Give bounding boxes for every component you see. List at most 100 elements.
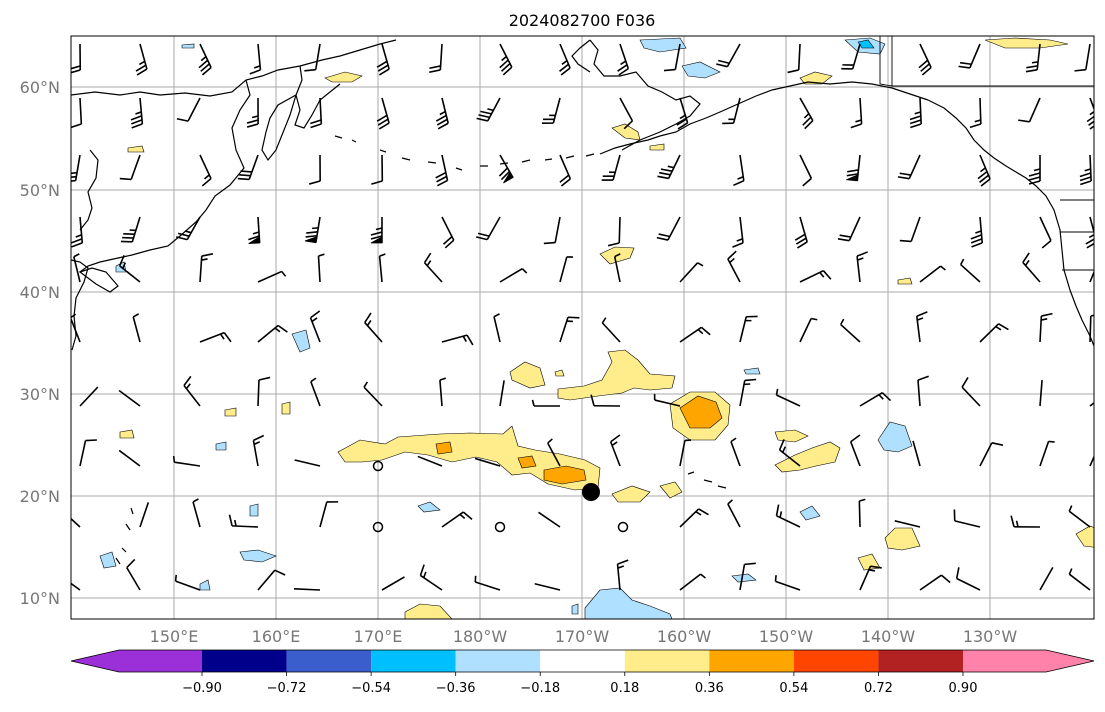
wind-barb <box>897 154 921 180</box>
wind-barb <box>308 154 321 185</box>
longitude-label: 170°E <box>354 627 403 646</box>
wind-barb <box>257 324 288 343</box>
colorbar-tick-label: −0.18 <box>520 681 560 696</box>
wind-barb <box>423 252 443 283</box>
calm-wind-circles <box>372 460 629 533</box>
wind-barb <box>248 216 261 245</box>
wind-barb <box>959 258 981 283</box>
wind-barb <box>794 216 808 249</box>
wind-barb <box>71 582 81 591</box>
wind-barb <box>252 434 265 467</box>
wind-barb <box>657 154 681 180</box>
wind-barb <box>257 569 286 591</box>
colorbar-tick-label: −0.54 <box>351 681 391 696</box>
wind-barb <box>679 439 692 467</box>
wind-barb <box>71 97 83 129</box>
wind-barb <box>363 381 383 407</box>
wind-barb <box>476 97 501 122</box>
wind-barb <box>859 565 882 591</box>
colorbar-tick-label: 0.54 <box>779 681 808 696</box>
wind-barb <box>799 269 832 283</box>
colorbar-segment <box>709 650 794 672</box>
colorbar-extend-right <box>1046 650 1094 672</box>
latitude-label: 10°N <box>20 589 60 608</box>
anomaly-contours <box>99 37 1094 619</box>
wind-barb <box>850 97 863 129</box>
wind-barb <box>493 313 501 343</box>
wind-barb <box>499 267 528 283</box>
wind-barb <box>1022 252 1041 283</box>
wind-barbs <box>71 43 1094 591</box>
longitude-label: 160°W <box>657 627 712 646</box>
positive-anomaly-region <box>119 37 1094 619</box>
wind-barb <box>429 43 443 74</box>
colorbar-tick-label: −0.72 <box>267 681 307 696</box>
wind-barb <box>722 97 741 125</box>
wind-barb <box>676 97 689 130</box>
wind-barb <box>441 334 474 346</box>
wind-barb <box>79 386 99 407</box>
colorbar-segment <box>624 650 710 672</box>
wind-barb <box>71 216 84 248</box>
colorbar-segment <box>878 650 963 672</box>
wind-barb <box>228 514 259 528</box>
wind-barb <box>310 97 323 129</box>
wind-barb <box>909 97 922 129</box>
wind-barb <box>856 251 868 283</box>
wind-barb <box>118 255 141 283</box>
wind-barb <box>1068 505 1091 528</box>
wind-barb <box>679 262 704 283</box>
wind-barb <box>616 559 629 591</box>
wind-barb <box>139 502 150 528</box>
longitude-label: 160°E <box>252 627 301 646</box>
coastline <box>71 39 1094 565</box>
wind-barb <box>474 457 501 467</box>
colorbar-segment <box>371 650 456 672</box>
wind-barb <box>1039 566 1054 591</box>
wind-barb <box>1089 401 1094 407</box>
wind-barb <box>130 97 144 129</box>
wind-barb <box>1089 270 1094 283</box>
wind-barb <box>559 256 573 283</box>
map-frame <box>70 35 1095 620</box>
colorbar-segment <box>455 650 541 672</box>
colorbar-segment <box>286 650 372 672</box>
wind-barb <box>172 455 201 467</box>
wind-barb <box>378 253 386 283</box>
wind-barb <box>198 43 212 76</box>
colorbar-segment <box>540 650 625 672</box>
wind-barb <box>559 154 572 187</box>
wind-barb <box>1039 312 1053 343</box>
colorbar-tick-label: 0.90 <box>949 681 978 696</box>
wind-barb <box>607 216 621 247</box>
wind-barb <box>294 459 321 467</box>
wind-barb <box>732 216 744 248</box>
wind-barb <box>601 154 621 181</box>
wind-barb <box>73 253 81 283</box>
wind-barb <box>1068 568 1091 591</box>
wind-barb <box>199 331 232 343</box>
colorbar-tick-label: −0.36 <box>436 681 476 696</box>
colorbar-tick-label: −0.90 <box>182 681 222 696</box>
wind-barb <box>739 315 758 343</box>
wind-barb <box>132 313 141 343</box>
wind-barb <box>118 389 141 407</box>
wind-barb <box>837 216 861 242</box>
longitude-label: 170°W <box>555 627 610 646</box>
wind-barb <box>364 312 383 343</box>
latitude-label: 50°N <box>20 181 60 200</box>
wind-barb <box>304 216 321 244</box>
wind-barb <box>590 394 621 407</box>
longitude-labels: 150°E 160°E 170°E 180°W 170°W 160°W 150°W 140°W… <box>150 627 1018 646</box>
longitude-label: 150°E <box>150 627 199 646</box>
wind-barb <box>249 43 262 75</box>
wind-barb <box>894 520 921 528</box>
wind-barb <box>679 326 711 343</box>
wind-barb <box>977 154 991 187</box>
colorbar-extend-left <box>71 650 119 672</box>
wind-barb <box>499 43 513 76</box>
colorbar-tick-label: 0.72 <box>864 681 893 696</box>
wind-barb <box>381 576 405 591</box>
wind-barb <box>915 311 928 343</box>
